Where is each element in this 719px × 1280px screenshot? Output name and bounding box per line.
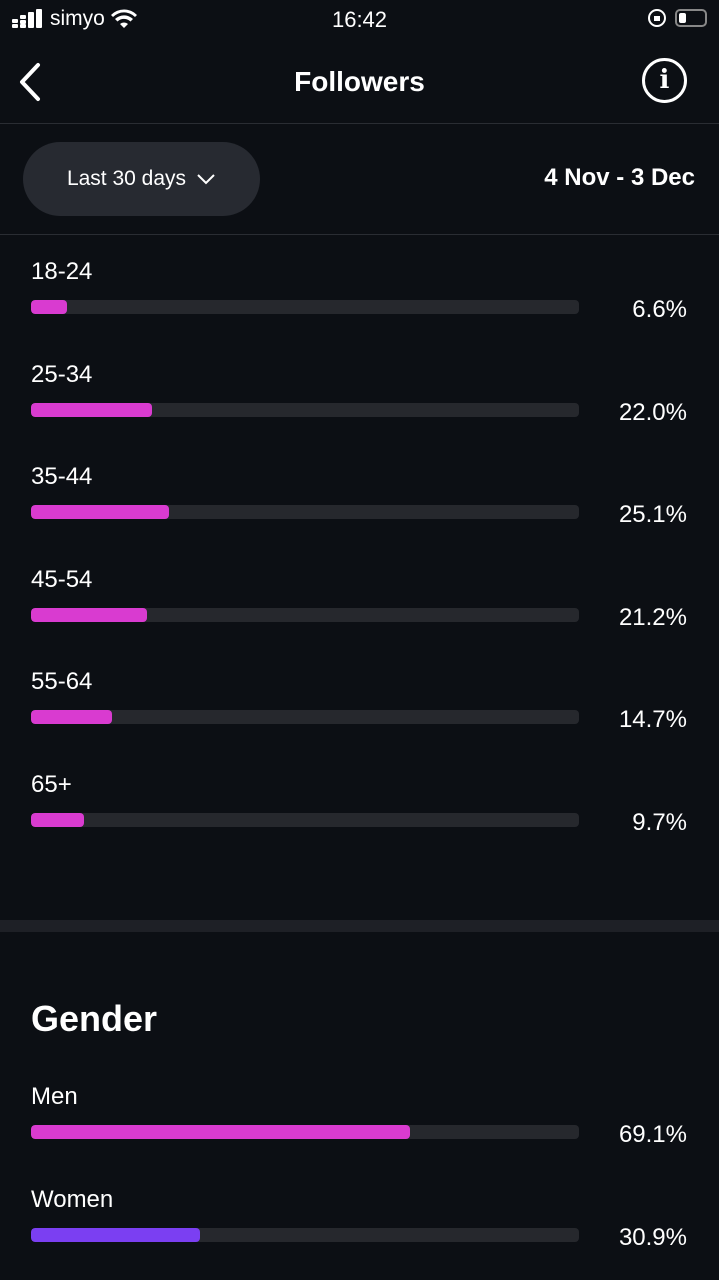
bar-fill: [31, 813, 85, 827]
filter-bar: Last 30 days 4 Nov - 3 Dec: [0, 124, 719, 235]
signal-icon: [12, 9, 42, 28]
breakdown-row: Men 69.1%: [0, 1083, 719, 1183]
bar-fill: [31, 607, 148, 622]
battery-icon: [675, 9, 707, 27]
page-title: Followers: [294, 66, 425, 97]
row-label: Women: [31, 1185, 114, 1213]
row-label: Men: [31, 1083, 78, 1110]
row-percentage: 21.2%: [618, 603, 687, 631]
bar-track: [31, 607, 579, 622]
carrier-name: simyo: [50, 7, 105, 30]
row-percentage: 14.7%: [618, 706, 687, 734]
bar-track: [31, 1227, 579, 1242]
row-label: 65+: [31, 771, 72, 798]
period-dropdown[interactable]: Last 30 days: [23, 142, 260, 216]
bar-fill: [31, 710, 112, 725]
chevron-down-icon: [197, 174, 215, 185]
breakdown-row: Women 30.9%: [0, 1186, 719, 1280]
row-percentage: 25.1%: [618, 501, 687, 529]
bar-track: [31, 813, 579, 827]
breakdown-row: 25-34 22.0%: [0, 361, 719, 461]
status-bar: simyo 16:42: [0, 0, 719, 40]
breakdown-row: 55-64 14.7%: [0, 668, 719, 768]
bar-fill: [31, 1125, 410, 1139]
bar-track: [31, 505, 579, 520]
breakdown-row: 18-24 6.6%: [0, 258, 719, 358]
section-divider: [0, 920, 719, 932]
clock: 16:42: [331, 7, 388, 32]
row-percentage: 69.1%: [618, 1121, 687, 1148]
bar-fill: [31, 402, 152, 417]
row-label: 35-44: [31, 463, 93, 491]
bar-fill: [31, 505, 169, 520]
row-label: 18-24: [31, 258, 93, 285]
rotation-lock-icon: [648, 9, 666, 27]
date-range: 4 Nov - 3 Dec: [544, 164, 695, 191]
row-label: 25-34: [31, 360, 93, 388]
bar-track: [31, 402, 579, 417]
info-icon: i: [659, 65, 670, 95]
breakdown-row: 35-44 25.1%: [0, 463, 719, 563]
breakdown-row: 65+ 9.7%: [0, 771, 719, 871]
bar-fill: [31, 300, 68, 314]
wifi-icon: [110, 9, 137, 28]
gender-heading: Gender: [31, 998, 158, 1039]
bar-track: [31, 300, 579, 314]
back-button[interactable]: [16, 62, 42, 102]
header: Followers i: [0, 40, 719, 124]
row-percentage: 22.0%: [618, 398, 687, 426]
row-percentage: 30.9%: [618, 1223, 687, 1251]
row-label: 55-64: [31, 668, 93, 696]
row-percentage: 9.7%: [632, 809, 687, 836]
info-button[interactable]: i: [642, 58, 687, 103]
breakdown-row: 45-54 21.2%: [0, 566, 719, 666]
bar-track: [31, 710, 579, 725]
period-label: Last 30 days: [66, 167, 187, 190]
bar-track: [31, 1125, 579, 1139]
row-label: 45-54: [31, 565, 93, 593]
bar-fill: [31, 1227, 201, 1242]
row-percentage: 6.6%: [632, 296, 687, 323]
